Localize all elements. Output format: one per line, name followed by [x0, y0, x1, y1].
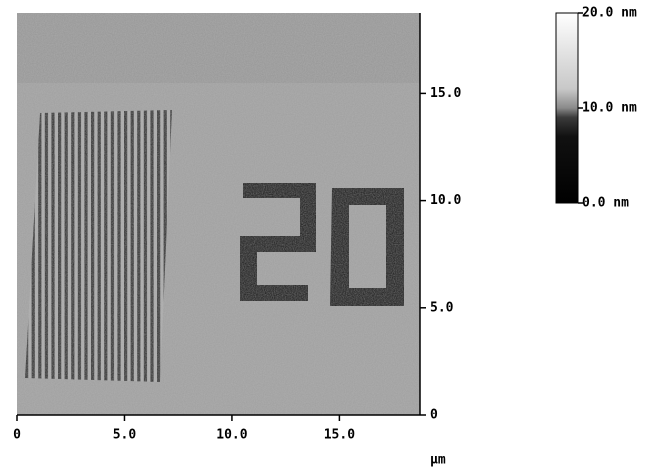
- y-tick-label: 15.0: [430, 86, 461, 101]
- afm-image: [17, 13, 420, 415]
- x-axis-label: µm: [430, 453, 446, 468]
- x-tick-label: 0: [13, 428, 21, 443]
- y-tick-label: 5.0: [430, 300, 454, 315]
- x-tick-label: 10.0: [216, 428, 247, 443]
- colorbar-tick-label: 10.0 nm: [582, 101, 637, 116]
- y-tick-label: 0: [430, 408, 438, 423]
- x-tick-label: 15.0: [324, 428, 355, 443]
- colorbar-tick-label: 0.0 nm: [582, 196, 629, 211]
- colorbar: [556, 13, 578, 203]
- colorbar-tick-label: 20.0 nm: [582, 6, 637, 21]
- afm-figure: µm 0 5.0 10.0 15.0 0 5.0 10.0 15.0 0.0 nm 10.0 nm…: [0, 0, 663, 468]
- x-tick-label: 5.0: [113, 428, 137, 443]
- y-tick-label: 10.0: [430, 193, 461, 208]
